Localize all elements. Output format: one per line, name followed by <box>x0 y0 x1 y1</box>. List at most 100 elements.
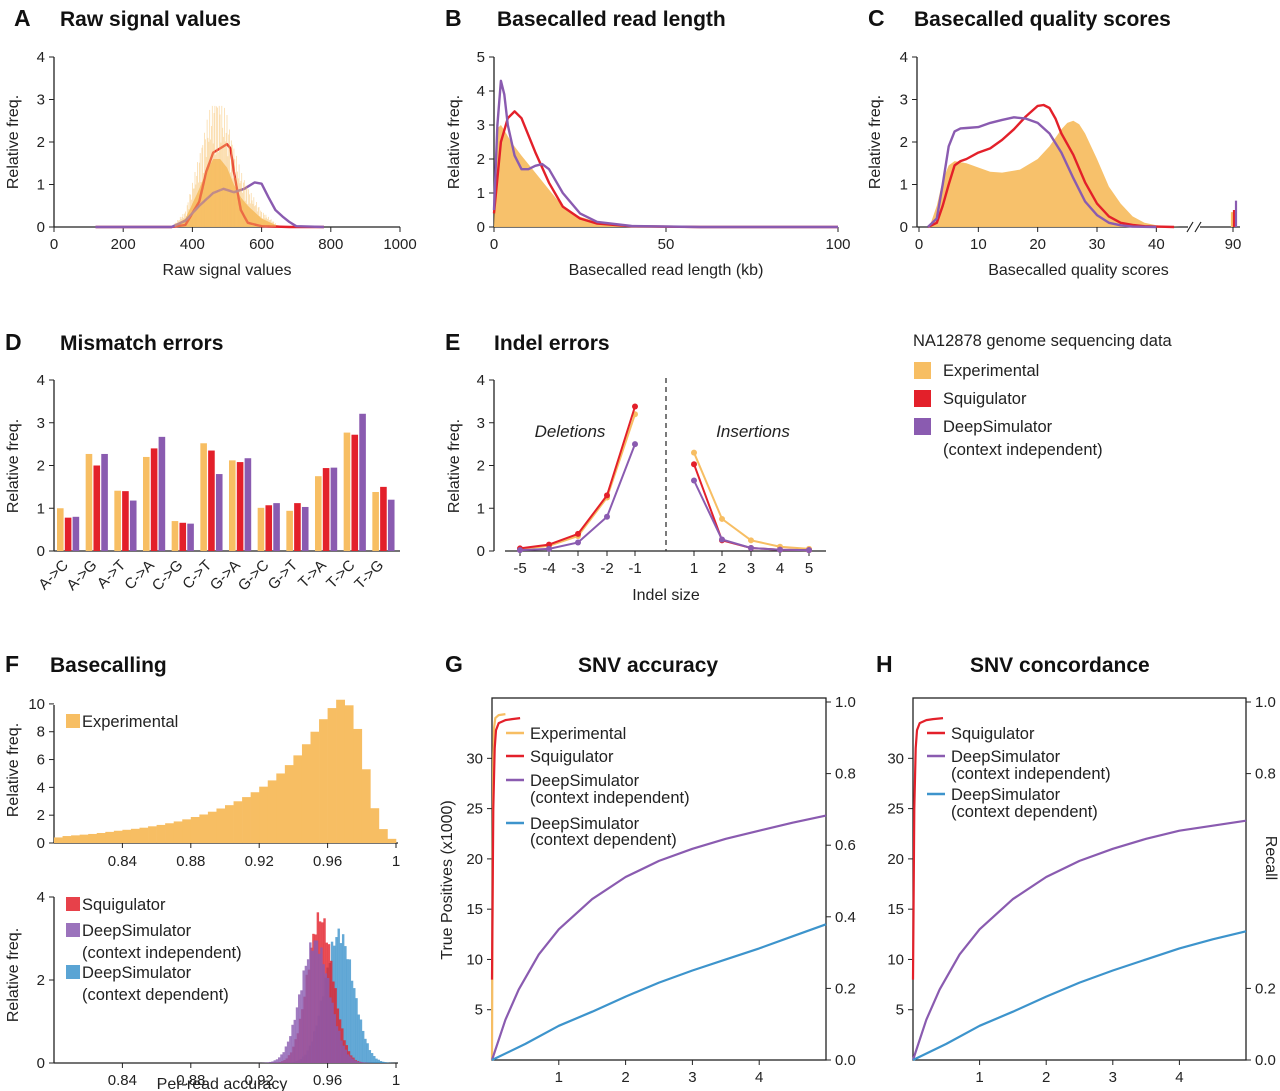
x-tick-label: 1 <box>555 1069 563 1086</box>
legend-label: Squigulator <box>951 725 1035 743</box>
y-tick-label: 1 <box>477 500 485 517</box>
hist-bar-deepsim_cd <box>350 980 354 1063</box>
panel-title-a: Raw signal values <box>60 8 241 31</box>
y2-tick-label: 0.4 <box>835 909 856 926</box>
x-tick-label: 0.96 <box>313 1072 342 1089</box>
hist-bar-deepsim_ci <box>291 1024 294 1063</box>
y-tick-label: 10 <box>28 696 45 713</box>
point-experimental <box>691 449 697 456</box>
curve-deepsim_cd <box>491 923 827 1061</box>
hist-bar-experimental <box>259 786 269 843</box>
axis-break-mark <box>1186 221 1194 233</box>
chart-a: 0 1 2 3 4 0 200 400 600 800 1000 Raw signal values R… <box>5 49 417 279</box>
hist-bar-deepsim_ci <box>306 959 310 1063</box>
y2-tick-label: 0.2 <box>835 980 856 997</box>
curve-deepsim_ci <box>911 819 1247 1061</box>
point-deepsim_ci <box>546 545 552 552</box>
hist-bar-deepsim_cd <box>359 1019 363 1063</box>
x-tick-label: 3 <box>747 560 755 577</box>
bar-squigulator <box>351 434 359 551</box>
y-axis-label: Relative freq. <box>446 419 463 513</box>
x-tick-label: 0.84 <box>108 1072 137 1089</box>
hist-bar-experimental <box>54 837 63 843</box>
y-tick-label: 2 <box>37 972 45 989</box>
hist-bar-experimental <box>182 819 192 843</box>
y-tick-label: 8 <box>37 724 45 741</box>
x-tick-label: G->A <box>207 557 244 594</box>
panel-title-h: SNV concordance <box>970 654 1150 677</box>
y-tick-label: 20 <box>466 851 483 868</box>
hist-bar-deepsim_ci <box>342 1045 345 1063</box>
x-tick-label: 3 <box>688 1069 696 1086</box>
hist-bar-experimental <box>284 765 294 843</box>
x-tick-label: A->C <box>35 557 72 594</box>
point-squigulator <box>575 530 581 537</box>
hist-bar-deepsim_cd <box>346 959 349 1063</box>
x-tick-label: 0.92 <box>245 1072 274 1089</box>
panel-title-b: Basecalled read length <box>497 8 726 31</box>
hist-bar-deepsim_ci <box>346 1054 350 1063</box>
bar-squigulator <box>236 462 244 551</box>
panel-title-g: SNV accuracy <box>578 654 718 677</box>
x-axis-label: Basecalled quality scores <box>988 262 1169 279</box>
y-tick-label: 25 <box>466 801 483 818</box>
point-deepsim_ci <box>719 536 725 543</box>
curve-deepsim_ci <box>490 814 827 1061</box>
x-tick-label: 0.84 <box>108 853 137 870</box>
hist-bar-deepsim_ci <box>304 965 308 1063</box>
legend-block: NA12878 genome sequencing data Experiment… <box>913 332 1173 459</box>
area-experimental <box>927 120 1181 227</box>
hist-bar-deepsim_ci <box>275 1059 279 1063</box>
hist-bar-deepsim_ci <box>333 1014 337 1063</box>
y-tick-label: 25 <box>887 801 904 818</box>
legend-swatch-experimental <box>66 714 80 728</box>
x-axis-label: Raw signal values <box>163 262 292 279</box>
hist-bar-deepsim_ci <box>300 990 303 1063</box>
hist-bar-experimental <box>370 808 380 843</box>
legend-swatch-squigulator <box>66 897 80 911</box>
x-tick-label: 0 <box>50 236 58 253</box>
bar-deepsim_ci <box>273 503 280 551</box>
x-tick-label: 20 <box>1029 236 1046 253</box>
hist-bar-deepsim_cd <box>339 943 343 1063</box>
x-tick-label: 3 <box>1109 1069 1117 1086</box>
bar-squigulator <box>122 491 129 551</box>
y-axis-label: Relative freq. <box>5 95 22 189</box>
x-tick-label: -3 <box>571 560 584 577</box>
x-tick-label: 10 <box>970 236 987 253</box>
legend-swatch-deepsim_ci <box>914 418 931 435</box>
hist-bar-experimental <box>310 731 320 843</box>
y-axis-label: Relative freq. <box>867 95 884 189</box>
hist-bar-deepsim_ci <box>326 977 330 1063</box>
bar-squigulator <box>150 448 158 551</box>
axis-break-mark <box>1194 221 1202 233</box>
chart-d: 0 1 2 3 4 Relative freq. A->CA->GA->TC->AC->GC… <box>5 372 400 594</box>
point-deepsim_ci <box>777 546 783 553</box>
hist-bar-experimental <box>233 801 243 843</box>
point-deepsim_ci <box>632 441 638 448</box>
x-axis-label: Basecalled read length (kb) <box>569 262 764 279</box>
y2-tick-label: 1.0 <box>1255 694 1276 711</box>
y2-tick-label: 0.8 <box>1255 766 1276 783</box>
hist-bar-experimental <box>199 814 209 843</box>
x-tick-label: -5 <box>513 560 526 577</box>
y-tick-label: 0 <box>37 543 45 560</box>
y2-tick-label: 0.6 <box>835 837 856 854</box>
hist-bar-deepsim_ci <box>286 1041 290 1063</box>
x-tick-label: 1000 <box>383 236 416 253</box>
bar-squigulator <box>294 503 301 551</box>
hist-bar-experimental <box>336 699 345 843</box>
y2-tick-label: 0.0 <box>1255 1052 1276 1069</box>
hist-bar-experimental <box>378 829 388 843</box>
line-squigulator <box>693 463 810 552</box>
x-tick-label: G->C <box>235 557 273 595</box>
y2-tick-label: 0.8 <box>835 766 856 783</box>
hist-bar-experimental <box>105 831 115 843</box>
x-tick-label: 200 <box>111 236 136 253</box>
hist-bar-deepsim_cd <box>375 1058 378 1063</box>
hist-bar-deepsim_ci <box>358 1061 361 1063</box>
x-tick-label: 4 <box>1175 1069 1183 1086</box>
y-axis-label: Relative freq. <box>5 723 22 817</box>
x-tick-label: 800 <box>318 236 343 253</box>
hist-bar-deepsim_cd <box>341 934 345 1063</box>
